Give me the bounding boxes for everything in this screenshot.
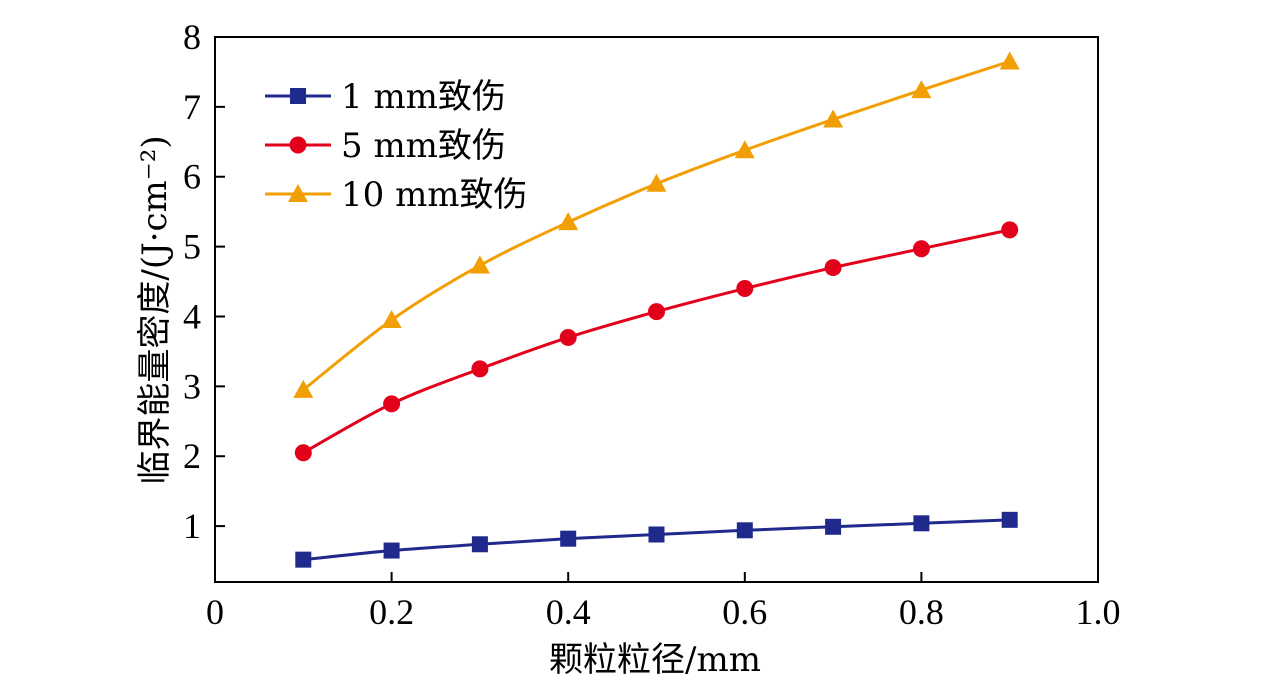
data-point — [295, 551, 312, 568]
data-point — [825, 518, 842, 535]
legend-marker — [288, 184, 308, 202]
legend-item: 5 mm致伤 — [265, 126, 506, 166]
data-point — [383, 542, 400, 559]
legend-label: 1 mm致伤 — [341, 77, 506, 117]
y-tick-label: 8 — [183, 17, 201, 57]
data-point — [999, 51, 1020, 70]
data-point — [824, 259, 842, 277]
data-point — [381, 309, 402, 328]
y-tick-label: 7 — [183, 87, 201, 127]
axis-ticks: 0 0.2 0.4 0.6 0.8 1.0 1 2 3 4 5 6 7 8 — [183, 17, 1121, 632]
data-point — [736, 522, 753, 539]
series-circle — [294, 221, 1019, 462]
data-point — [648, 303, 665, 321]
data-point — [823, 109, 844, 128]
y-tick-label: 1 — [183, 506, 201, 546]
data-point — [646, 173, 667, 192]
y-tick-label: 2 — [183, 436, 201, 476]
x-tick-label: 0.2 — [369, 592, 414, 632]
data-point — [1001, 221, 1019, 239]
series-square — [295, 511, 1018, 568]
x-axis-title: 颗粒粒径/mm — [549, 640, 761, 680]
series-line — [302, 228, 1011, 455]
x-tick-label: 0.4 — [546, 592, 591, 632]
data-point — [736, 280, 754, 298]
data-point — [560, 530, 577, 547]
data-point — [469, 255, 490, 274]
x-tick-label: 1.0 — [1076, 592, 1121, 632]
legend: 1 mm致伤 5 mm致伤 10 mm致伤 — [265, 77, 528, 215]
data-point — [734, 140, 755, 159]
data-point — [471, 536, 488, 553]
legend-item: 10 mm致伤 — [265, 175, 528, 215]
y-tick-label: 5 — [183, 227, 201, 267]
data-point — [913, 515, 930, 532]
data-point — [471, 360, 489, 378]
legend-marker — [290, 88, 306, 104]
x-tick-label: 0.6 — [722, 592, 767, 632]
data-point — [559, 328, 577, 346]
data-point — [911, 80, 932, 99]
y-tick-label: 4 — [183, 296, 201, 336]
series-triangle — [293, 51, 1020, 398]
plot-frame — [214, 36, 1099, 583]
legend-item: 1 mm致伤 — [265, 77, 506, 117]
x-tick-label: 0 — [206, 592, 224, 632]
data-point — [383, 395, 401, 413]
data-point — [293, 379, 314, 398]
data-point — [648, 526, 665, 543]
y-tick-label: 6 — [183, 157, 201, 197]
x-tick-label: 0.8 — [899, 592, 944, 632]
data-point — [912, 240, 930, 258]
data-point — [294, 444, 312, 462]
series-layer — [293, 51, 1020, 568]
legend-label: 10 mm致伤 — [341, 175, 528, 215]
legend-marker — [289, 136, 307, 154]
legend-label: 5 mm致伤 — [341, 126, 506, 166]
data-point — [558, 212, 579, 231]
data-point — [1001, 511, 1018, 528]
y-tick-label: 3 — [183, 366, 201, 406]
y-axis-title: 临界能量密度/(J·cm⁻²) — [135, 135, 175, 484]
